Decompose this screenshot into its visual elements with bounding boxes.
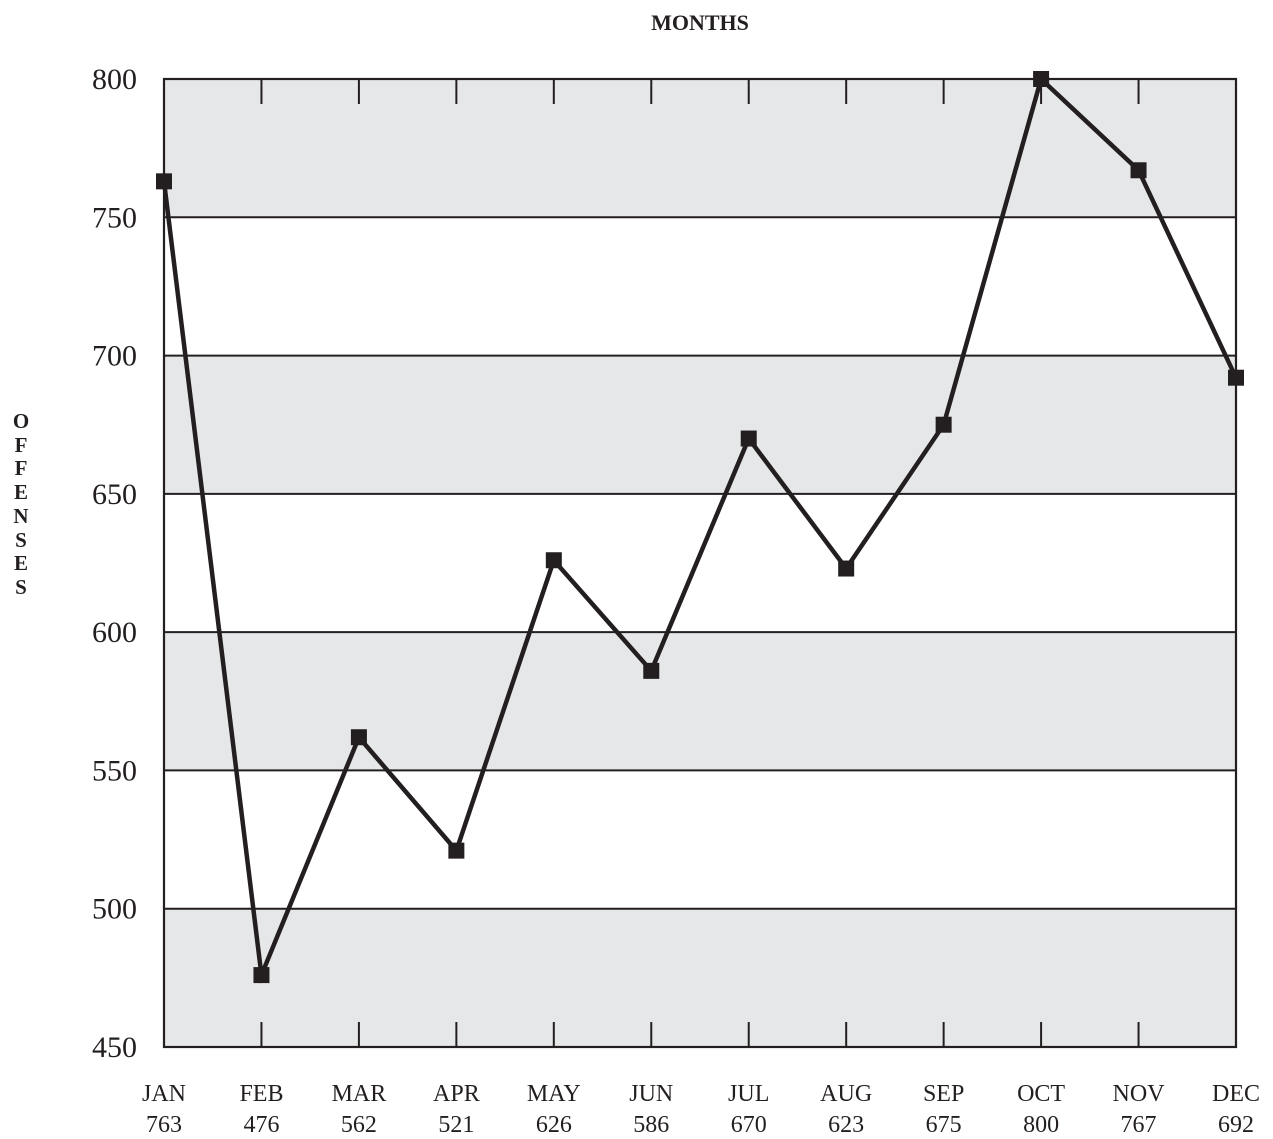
- data-point-marker: [1130, 162, 1147, 179]
- data-label-value: 800: [1023, 1112, 1059, 1138]
- x-tick-label-month: SEP: [923, 1081, 964, 1107]
- series-line: [161, 74, 1239, 984]
- y-tick-labels: 450 500 550 600 650 700 750 800: [92, 63, 137, 1064]
- x-tick-label-month: DEC: [1212, 1081, 1260, 1107]
- y-tick-label: 800: [92, 63, 137, 96]
- x-tick-label-month: AUG: [820, 1081, 872, 1107]
- data-label-value: 767: [1121, 1112, 1157, 1138]
- background-band: [164, 217, 1236, 356]
- x-tick-label-month: MAR: [332, 1081, 387, 1107]
- y-tick-label: 500: [92, 893, 137, 926]
- data-label-value: 670: [731, 1112, 767, 1138]
- data-label-value: 675: [926, 1112, 962, 1138]
- data-label-value: 562: [341, 1112, 377, 1138]
- data-label-value: 692: [1218, 1112, 1254, 1138]
- x-ticks: [260, 79, 1140, 1047]
- x-tick-label-month: JUL: [728, 1081, 769, 1107]
- data-point-marker: [1228, 369, 1244, 386]
- x-tick-label-month: MAY: [527, 1081, 581, 1107]
- data-point-marker: [545, 552, 562, 569]
- data-point-marker: [448, 842, 465, 859]
- x-tick-label-month: FEB: [239, 1081, 283, 1107]
- x-axis-title: MONTHS: [651, 10, 749, 35]
- x-tick-label-month: JUN: [629, 1081, 673, 1107]
- data-point-marker: [253, 967, 270, 984]
- data-point-marker: [643, 662, 660, 679]
- data-label-value: 521: [438, 1112, 474, 1138]
- plot-border: [162, 77, 1238, 1049]
- x-tick-label-month: APR: [433, 1081, 480, 1107]
- background-band: [164, 79, 1236, 218]
- y-tick-label: 650: [92, 478, 137, 511]
- data-point-marker: [935, 416, 952, 433]
- background-band: [164, 493, 1236, 633]
- background-bands: [164, 79, 1236, 1047]
- y-tick-label: 550: [92, 754, 137, 787]
- data-point-marker: [740, 430, 757, 447]
- data-label-value: 626: [536, 1112, 572, 1138]
- gridlines: [164, 216, 1236, 910]
- series: [156, 71, 1244, 984]
- data-label-value: 763: [146, 1112, 182, 1138]
- y-tick-label: 450: [92, 1031, 137, 1064]
- x-tick-label-month: OCT: [1017, 1081, 1065, 1107]
- y-tick-label: 600: [92, 616, 137, 649]
- background-band: [164, 632, 1236, 771]
- data-label-value: 476: [243, 1112, 279, 1138]
- data-point-marker: [1033, 71, 1050, 87]
- background-band: [164, 908, 1236, 1047]
- data-label-value: 586: [633, 1112, 669, 1138]
- data-label-value: 623: [828, 1112, 864, 1138]
- background-band: [164, 770, 1236, 909]
- y-tick-label: 750: [92, 201, 137, 234]
- plot-frame: [162, 77, 1238, 1049]
- data-point-marker: [838, 560, 855, 577]
- data-point-marker: [156, 173, 172, 190]
- data-point-marker: [350, 729, 367, 746]
- background-band: [164, 355, 1236, 494]
- x-tick-label-month: JAN: [142, 1081, 186, 1107]
- x-tick-label-month: NOV: [1113, 1081, 1166, 1107]
- y-tick-label: 700: [92, 340, 137, 373]
- x-tick-labels: JAN 763 FEB 476 MAR 562 APR 521 MAY 626 JUN 586 JUL 6…: [142, 1081, 1260, 1138]
